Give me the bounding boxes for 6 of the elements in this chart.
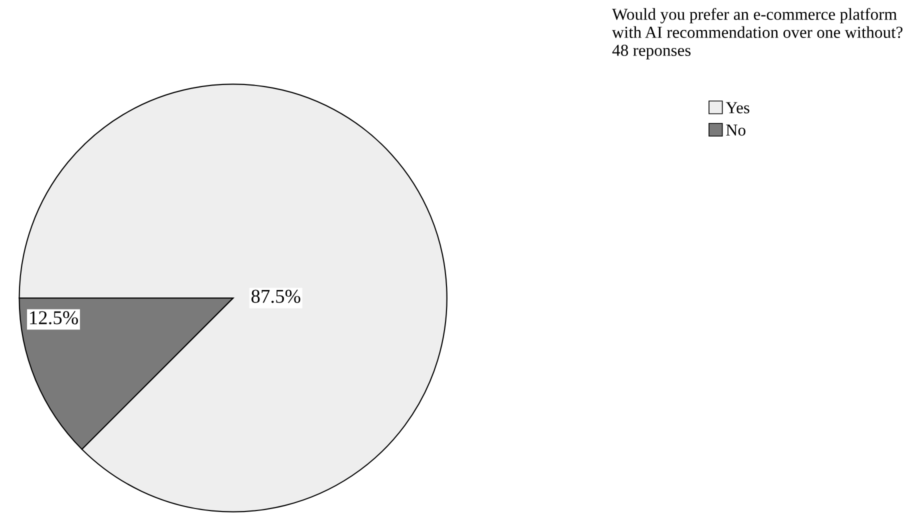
legend-label: No — [726, 124, 746, 136]
data-label: 12.5% — [30, 311, 78, 324]
legend-label: Yes — [726, 102, 750, 114]
chart-title: Would you prefer an e-commerce platform with AI recommendation over one without? 48 reponses — [612, 8, 902, 60]
pie-slice — [18, 84, 448, 512]
data-label: 87.5% — [251, 290, 300, 303]
